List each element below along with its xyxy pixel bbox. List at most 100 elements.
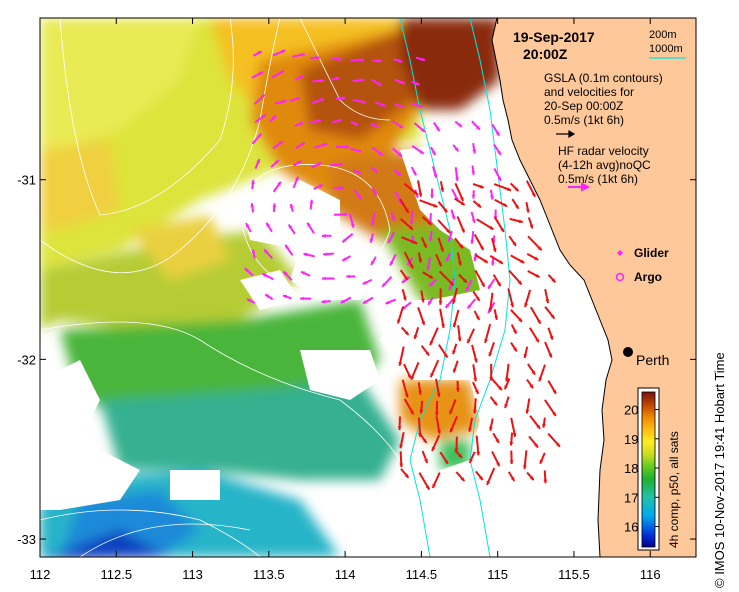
- hf-arrow: [507, 471, 516, 482]
- gsla-arrow: [292, 53, 306, 58]
- hf-arrow: [403, 398, 415, 415]
- gsla-arrow: [252, 50, 263, 57]
- gsla-arrow: [491, 123, 501, 137]
- hf-arrow: [527, 363, 536, 376]
- hf-arrow: [454, 436, 459, 453]
- hf-arrow: [508, 235, 517, 247]
- gsla-arrow: [431, 166, 438, 178]
- gsla-arrow: [401, 276, 411, 284]
- hf-arrow: [439, 308, 445, 329]
- gsla-arrow: [411, 144, 425, 155]
- y-tick-label: -33: [17, 532, 36, 547]
- hf-arrow: [492, 432, 500, 444]
- gsla-arrow: [465, 279, 473, 292]
- hf-arrow: [510, 324, 518, 335]
- hf-arrow: [420, 290, 425, 303]
- hf-arrow: [420, 237, 428, 249]
- gsla-arrow: [381, 276, 393, 288]
- gsla-arrow: [372, 58, 382, 63]
- hf-arrow: [400, 326, 410, 336]
- gsla-arrow: [335, 96, 346, 101]
- hf-arrow: [484, 323, 492, 344]
- hf-arrow: [503, 378, 511, 390]
- hf-arrow: [491, 237, 497, 253]
- gsla-arrow: [313, 183, 324, 190]
- hf-arrow: [525, 201, 530, 213]
- gsla-arrow: [391, 147, 403, 158]
- hf-arrow: [473, 234, 485, 251]
- hf-arrow: [396, 306, 404, 324]
- hf-arrow: [429, 359, 440, 378]
- x-tick-label: 114.5: [406, 567, 438, 582]
- hf-arrow: [397, 416, 402, 431]
- y-tick-label: -31: [17, 173, 36, 188]
- gsla-arrow: [306, 222, 315, 234]
- gsla-arrow: [289, 203, 294, 213]
- gsla-arrow: [264, 293, 274, 301]
- gsla-arrow: [292, 160, 302, 167]
- colorbar-tick-label: 17: [624, 490, 638, 505]
- glider-label: Glider: [634, 246, 669, 260]
- gsla-arrow: [269, 115, 277, 123]
- hf-arrow: [452, 287, 458, 305]
- hf-arrow: [399, 431, 405, 449]
- hf-arrow: [399, 198, 410, 214]
- hf-arrow: [472, 290, 481, 302]
- hf-arrow: [504, 396, 510, 409]
- hf-scale-arrow: [568, 182, 591, 192]
- hf-arrow: [544, 341, 553, 358]
- gsla-arrow: [246, 298, 256, 304]
- gsla-arrow: [335, 145, 349, 149]
- hf-arrow: [526, 378, 534, 389]
- hf-arrow: [494, 198, 508, 208]
- hf-arrow: [468, 417, 474, 432]
- gsla-arrow: [274, 99, 287, 105]
- x-tick-label: 116: [640, 567, 661, 582]
- gsla-arrow: [410, 102, 423, 109]
- gsla-arrow: [413, 122, 426, 133]
- gsla-arrow: [346, 274, 356, 279]
- hf-arrow: [434, 400, 439, 416]
- hf-arrow: [435, 378, 441, 398]
- x-axis: 112 112.5 113 113.5 114 114.5 115 115.5 116: [30, 18, 661, 582]
- gsla-arrow: [323, 252, 334, 257]
- gsla-arrow: [251, 249, 256, 259]
- gsla-arrow: [391, 120, 404, 129]
- hf-arrow: [419, 400, 424, 414]
- gsla-arrow: [430, 188, 434, 198]
- gsla-arrow: [254, 113, 267, 124]
- colorbar-title: 4h comp, p50, all sats: [667, 431, 681, 548]
- gsla-arrow: [409, 210, 414, 225]
- gsla-arrow: [309, 199, 314, 210]
- hf-arrow: [403, 251, 414, 269]
- gsla-scale-arrow: [556, 129, 576, 139]
- hf-arrow: [509, 450, 514, 465]
- hf-arrow: [473, 310, 481, 321]
- gsla-arrow: [493, 143, 502, 156]
- hf-arrow: [438, 344, 449, 359]
- hf-arrow: [454, 197, 466, 206]
- hf-arrow: [493, 309, 498, 321]
- perth-label: Perth: [636, 352, 669, 368]
- credit-label: © IMOS 10-Nov-2017 19:41 Hobart Time: [712, 352, 727, 588]
- gsla-arrow: [370, 122, 379, 129]
- hf-arrow: [456, 252, 462, 266]
- gsla-arrow: [370, 212, 376, 226]
- hf-arrow: [437, 219, 451, 234]
- gsla-arrow: [415, 56, 426, 62]
- hf-arrow: [435, 253, 443, 267]
- x-tick-label: 112: [30, 567, 51, 582]
- gsla-arrow: [312, 97, 325, 105]
- hf-arrow: [458, 273, 468, 284]
- gsla-arrow: [321, 233, 332, 238]
- gsla-arrow: [251, 179, 255, 190]
- gsla-arrow: [254, 158, 261, 169]
- hf-arrow: [529, 415, 541, 430]
- hf-arrow: [418, 432, 428, 444]
- gsla-arrow: [369, 233, 374, 243]
- x-tick-label: 115: [487, 567, 508, 582]
- y-axis: -31 -32 -33: [17, 173, 696, 547]
- hf-arrow: [525, 398, 531, 414]
- gsla-arrow: [245, 222, 252, 233]
- gsla-arrow: [389, 253, 397, 266]
